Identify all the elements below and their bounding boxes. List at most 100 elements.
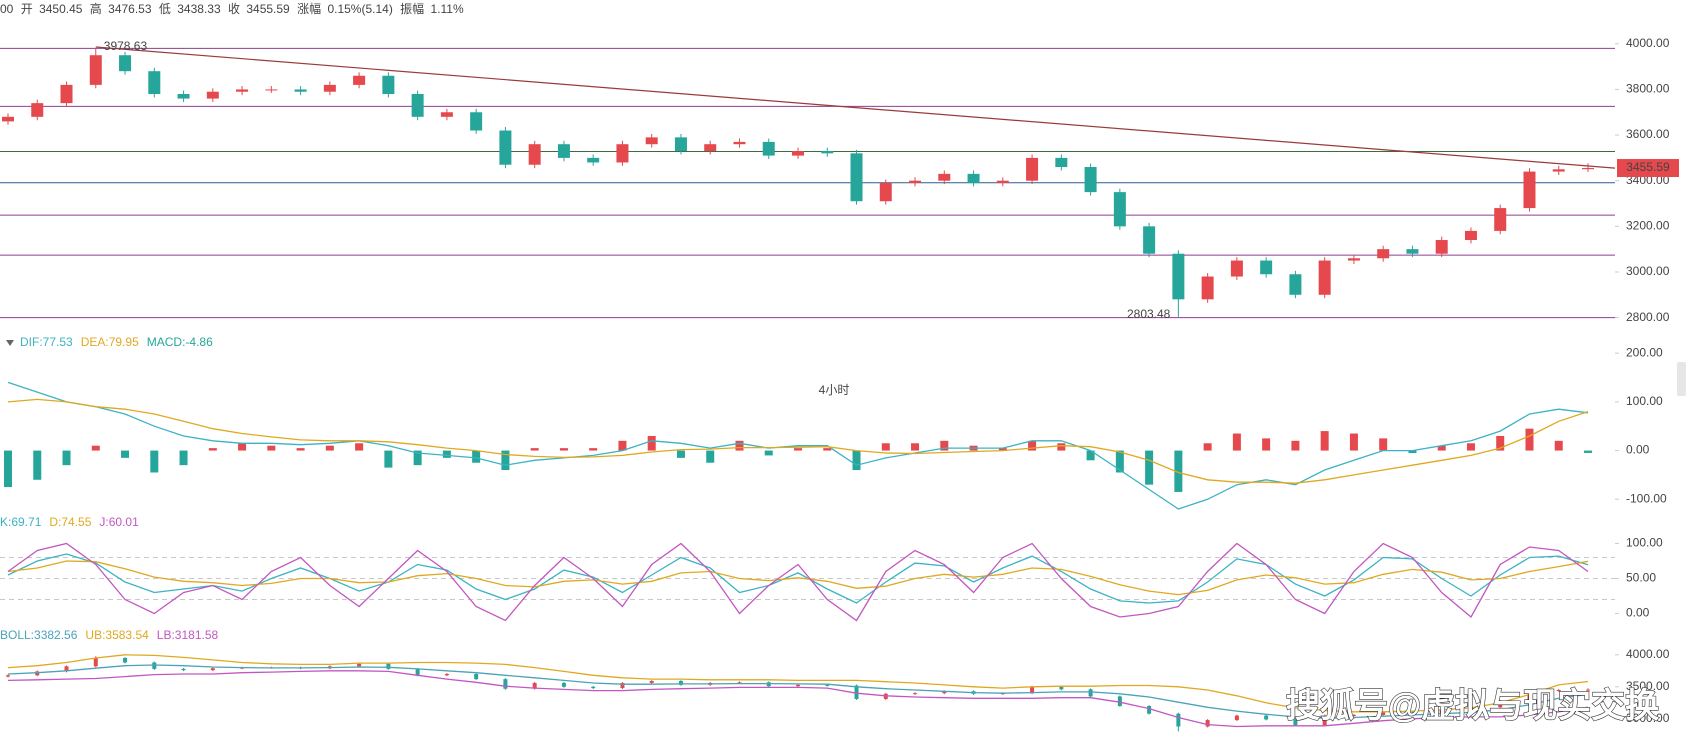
macd-bar — [1174, 450, 1183, 492]
candle-body — [1264, 715, 1269, 720]
macd-bar — [1028, 440, 1037, 451]
macd-bar — [1232, 433, 1241, 451]
indicator-line — [7, 553, 1589, 604]
header-item: 3455.59 — [246, 2, 290, 16]
candle-body — [60, 84, 73, 104]
candle-body — [1143, 226, 1156, 254]
collapse-icon[interactable] — [6, 340, 14, 346]
y-tick-label: 4000.00 — [1626, 647, 1670, 661]
macd-bar — [559, 448, 568, 451]
candle-body — [93, 658, 98, 667]
candle-body — [1494, 208, 1507, 231]
candle-body — [1410, 712, 1415, 714]
candle-body — [532, 682, 537, 689]
legend: DIF:77.53 DEA:79.95 MACD:-4.86 — [20, 335, 213, 349]
candle-body — [704, 144, 717, 152]
legend-item: D:74.55 — [49, 515, 91, 529]
macd-bar — [413, 450, 422, 466]
y-tick-label: 0.00 — [1626, 606, 1650, 620]
candle-body — [1176, 713, 1181, 727]
macd-bar — [121, 450, 130, 458]
candle-body — [1117, 696, 1122, 706]
macd-bar — [1203, 443, 1212, 451]
candle-body — [1498, 700, 1503, 708]
candle-body — [353, 75, 366, 85]
candle-body — [119, 55, 132, 72]
indicator-line — [7, 654, 1589, 713]
candle-body — [503, 679, 508, 689]
macd-bar — [179, 450, 188, 466]
candle-body — [1205, 720, 1210, 727]
candle-body — [1318, 260, 1331, 295]
candle-body — [1523, 171, 1536, 209]
macd-bar — [823, 448, 832, 451]
candle-body — [470, 112, 483, 131]
candle-body — [440, 112, 453, 117]
candle-body — [357, 663, 362, 667]
legend-item: LB:3181.58 — [157, 628, 219, 642]
candle-body — [909, 180, 922, 183]
macd-bar — [296, 448, 305, 451]
candle-body — [444, 674, 449, 676]
macd-bar — [1145, 450, 1154, 485]
scroll-handle[interactable] — [1677, 362, 1686, 396]
candle-body — [825, 684, 830, 686]
macd-bar — [998, 448, 1007, 451]
candle-body — [792, 151, 804, 156]
candle-body — [210, 668, 215, 671]
candle-body — [938, 173, 951, 181]
candle-body — [148, 71, 161, 95]
candle-body — [6, 675, 10, 677]
macd-bar — [852, 450, 861, 471]
macd-bar — [1554, 440, 1563, 451]
macd-bar — [1437, 445, 1446, 451]
macd-bar — [1262, 438, 1271, 451]
macd-bar — [355, 443, 364, 451]
macd-bar — [62, 450, 71, 466]
candle-body — [1322, 715, 1327, 726]
candle-body — [386, 663, 391, 669]
annotation: 4小时 — [819, 383, 850, 397]
header-item: 收 — [228, 2, 240, 16]
y-tick-label: 50.00 — [1626, 571, 1656, 585]
y-tick-label: 3200.00 — [1626, 219, 1670, 233]
candle-body — [557, 144, 570, 158]
y-tick-label: 3800.00 — [1626, 82, 1670, 96]
macd-bar — [589, 448, 598, 451]
candle-body — [265, 89, 278, 91]
candle-body — [796, 684, 800, 687]
candle-body — [1582, 168, 1594, 170]
macd-bar — [911, 443, 920, 451]
macd-bar — [1496, 435, 1505, 451]
header-item: 3438.33 — [177, 2, 221, 16]
candle-body — [821, 151, 834, 154]
macd-bar — [530, 448, 539, 451]
macd-bar — [1525, 428, 1534, 451]
macd-bar — [267, 445, 276, 451]
legend-item: BOLL:3382.56 — [0, 628, 78, 642]
macd-bar — [91, 445, 100, 451]
candle-body — [620, 682, 625, 689]
candle-body — [123, 658, 128, 663]
candle-body — [206, 91, 219, 99]
indicator-line — [7, 398, 1589, 484]
candle-body — [1260, 260, 1273, 275]
candle-body — [678, 681, 683, 685]
candle-body — [854, 685, 859, 699]
y-tick-label: -100.00 — [1626, 491, 1667, 505]
header-item: 0.15%(5.14) — [327, 2, 392, 16]
candle-body — [1435, 240, 1448, 254]
legend-item: J:60.01 — [99, 515, 139, 529]
macd-bar — [325, 445, 334, 451]
candle-body — [850, 153, 863, 202]
candle-body — [528, 144, 541, 165]
macd-bar — [1349, 433, 1358, 451]
candle-body — [942, 691, 947, 694]
macd-bar — [647, 435, 656, 451]
candle-body — [1377, 249, 1390, 259]
y-tick-label: 200.00 — [1626, 345, 1663, 359]
macd-bar — [33, 450, 42, 480]
candle-body — [967, 173, 980, 183]
